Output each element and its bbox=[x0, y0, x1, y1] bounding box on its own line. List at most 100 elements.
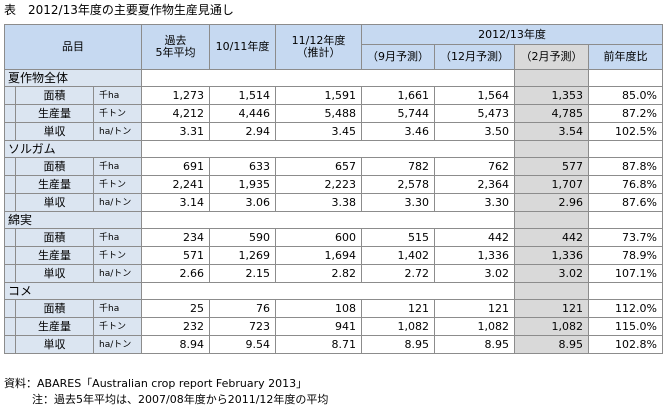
category-fill bbox=[141, 282, 515, 300]
row-unit: 千トン bbox=[93, 175, 142, 194]
category-fill bbox=[141, 140, 515, 158]
dec-value: 3.30 bbox=[434, 193, 515, 212]
row-label: 生産量 bbox=[15, 246, 94, 265]
category-fill-yoy bbox=[588, 282, 663, 300]
indent-cell bbox=[4, 317, 16, 336]
header-1112-line2: （推計） bbox=[296, 46, 341, 59]
sep-value: 8.95 bbox=[361, 335, 435, 354]
y1011-value: 3.06 bbox=[209, 193, 276, 212]
dec-value: 3.50 bbox=[434, 122, 515, 141]
indent-cell bbox=[4, 157, 16, 176]
header-1011: 10/11年度 bbox=[209, 24, 276, 70]
row-label: 単収 bbox=[15, 122, 94, 141]
table-body: 夏作物全体 面積 千ha 1,273 1,514 1,591 1,661 1,564 1,353… bbox=[4, 69, 663, 354]
yoy-value: 107.1% bbox=[588, 264, 663, 283]
indent-cell bbox=[4, 299, 16, 318]
row-unit: 千ha bbox=[93, 157, 142, 176]
yoy-value: 87.8% bbox=[588, 157, 663, 176]
category-fill-yoy bbox=[588, 69, 663, 87]
row-unit: ha/トン bbox=[93, 264, 142, 283]
y1011-value: 590 bbox=[209, 228, 276, 247]
row-label: 生産量 bbox=[15, 175, 94, 194]
table-row: 生産量 千トン 4,212 4,446 5,488 5,744 5,473 4,785 87.2… bbox=[4, 104, 663, 123]
dec-value: 1,336 bbox=[434, 246, 515, 265]
yoy-value: 102.5% bbox=[588, 122, 663, 141]
header-yoy: 前年度比 bbox=[588, 44, 663, 70]
header-avg5-line1: 過去 bbox=[164, 34, 187, 47]
y1112-value: 2,223 bbox=[275, 175, 362, 194]
average-note: 注：過去5年平均は、2007/08年度から2011/12年度の平均 bbox=[32, 393, 329, 406]
dec-value: 2,364 bbox=[434, 175, 515, 194]
header-feb: （2月予測） bbox=[514, 44, 589, 70]
row-label: 単収 bbox=[15, 335, 94, 354]
header-1112-line1: 11/12年度 bbox=[291, 34, 346, 47]
sep-value: 2.72 bbox=[361, 264, 435, 283]
feb-value: 8.95 bbox=[514, 335, 589, 354]
category-name: コメ bbox=[4, 282, 142, 300]
indent-cell bbox=[4, 246, 16, 265]
dec-value: 442 bbox=[434, 228, 515, 247]
row-label: 生産量 bbox=[15, 104, 94, 123]
row-unit: ha/トン bbox=[93, 335, 142, 354]
feb-value: 121 bbox=[514, 299, 589, 318]
feb-value: 2.96 bbox=[514, 193, 589, 212]
category-name: 夏作物全体 bbox=[4, 69, 142, 87]
y1112-value: 108 bbox=[275, 299, 362, 318]
y1011-value: 2.15 bbox=[209, 264, 276, 283]
row-unit: 千ha bbox=[93, 299, 142, 318]
y1011-value: 1,514 bbox=[209, 86, 276, 105]
row-unit: 千トン bbox=[93, 246, 142, 265]
avg5-value: 1,273 bbox=[141, 86, 210, 105]
row-label: 生産量 bbox=[15, 317, 94, 336]
category-name: ソルガム bbox=[4, 140, 142, 158]
category-fill-feb bbox=[514, 211, 589, 229]
avg5-value: 232 bbox=[141, 317, 210, 336]
category-fill-yoy bbox=[588, 211, 663, 229]
category-row: 綿実 bbox=[4, 211, 663, 229]
table-row: 単収 ha/トン 8.94 9.54 8.71 8.95 8.95 8.95 102.8% bbox=[4, 335, 663, 354]
yoy-value: 87.2% bbox=[588, 104, 663, 123]
y1112-value: 657 bbox=[275, 157, 362, 176]
y1112-value: 600 bbox=[275, 228, 362, 247]
dec-value: 1,564 bbox=[434, 86, 515, 105]
table-row: 面積 千ha 234 590 600 515 442 442 73.7% bbox=[4, 228, 663, 247]
avg5-value: 3.31 bbox=[141, 122, 210, 141]
indent-cell bbox=[4, 228, 16, 247]
category-fill-feb bbox=[514, 282, 589, 300]
row-label: 面積 bbox=[15, 228, 94, 247]
category-fill-feb bbox=[514, 140, 589, 158]
category-name: 綿実 bbox=[4, 211, 142, 229]
y1011-value: 633 bbox=[209, 157, 276, 176]
avg5-value: 3.14 bbox=[141, 193, 210, 212]
header-1213: 2012/13年度 bbox=[361, 24, 663, 45]
sep-value: 121 bbox=[361, 299, 435, 318]
header-avg5: 過去 5年平均 bbox=[141, 24, 210, 70]
indent-cell bbox=[4, 193, 16, 212]
table-row: 単収 ha/トン 3.31 2.94 3.45 3.46 3.50 3.54 102.5% bbox=[4, 122, 663, 141]
dec-value: 1,082 bbox=[434, 317, 515, 336]
y1011-value: 76 bbox=[209, 299, 276, 318]
table-row: 生産量 千トン 2,241 1,935 2,223 2,578 2,364 1,707 76.8… bbox=[4, 175, 663, 194]
sep-value: 3.46 bbox=[361, 122, 435, 141]
sep-value: 1,082 bbox=[361, 317, 435, 336]
header-avg5-line2: 5年平均 bbox=[155, 46, 196, 59]
sep-value: 515 bbox=[361, 228, 435, 247]
table-row: 生産量 千トン 571 1,269 1,694 1,402 1,336 1,336 78.9% bbox=[4, 246, 663, 265]
sep-value: 1,402 bbox=[361, 246, 435, 265]
row-label: 単収 bbox=[15, 193, 94, 212]
indent-cell bbox=[4, 122, 16, 141]
feb-value: 1,353 bbox=[514, 86, 589, 105]
y1112-value: 8.71 bbox=[275, 335, 362, 354]
category-fill bbox=[141, 69, 515, 87]
avg5-value: 8.94 bbox=[141, 335, 210, 354]
category-row: コメ bbox=[4, 282, 663, 300]
sep-value: 5,744 bbox=[361, 104, 435, 123]
dec-value: 5,473 bbox=[434, 104, 515, 123]
row-label: 面積 bbox=[15, 299, 94, 318]
y1112-value: 941 bbox=[275, 317, 362, 336]
category-row: 夏作物全体 bbox=[4, 69, 663, 87]
y1011-value: 4,446 bbox=[209, 104, 276, 123]
sep-value: 1,661 bbox=[361, 86, 435, 105]
category-fill-yoy bbox=[588, 140, 663, 158]
row-unit: 千トン bbox=[93, 104, 142, 123]
